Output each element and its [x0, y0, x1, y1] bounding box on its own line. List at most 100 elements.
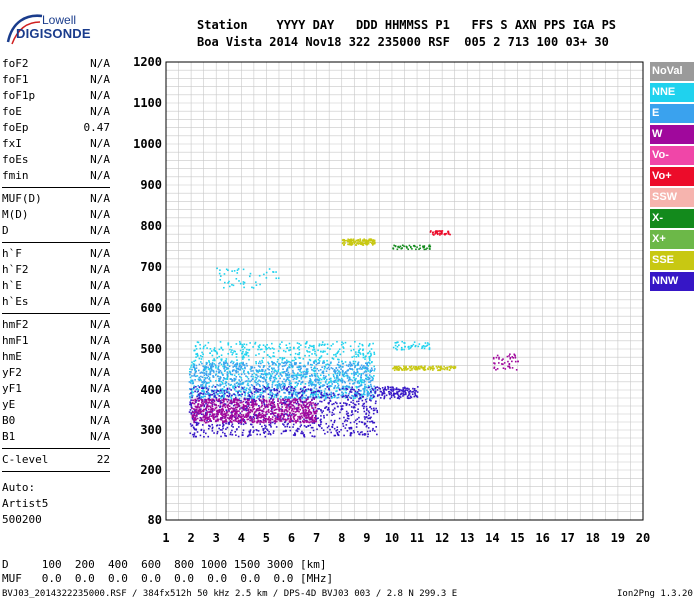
echo-point	[311, 435, 314, 437]
echo-point	[340, 408, 343, 411]
echo-point	[189, 397, 192, 399]
echo-point	[303, 390, 306, 393]
param-row: h`F N/A	[2, 246, 110, 262]
echo-point	[282, 388, 285, 391]
echo-point	[217, 366, 219, 369]
echo-point	[215, 404, 217, 407]
echo-point	[255, 284, 258, 286]
echo-point	[314, 378, 317, 380]
echo-point	[361, 343, 364, 346]
echo-point	[275, 377, 278, 380]
param-name: foF1	[2, 73, 29, 86]
echo-point	[225, 366, 227, 369]
echo-point	[268, 268, 271, 270]
echo-point	[350, 432, 353, 434]
echo-point	[230, 407, 233, 409]
echo-point	[350, 406, 353, 408]
echo-point	[235, 413, 238, 415]
echo-point	[366, 394, 369, 396]
echo-point	[301, 381, 304, 384]
echo-point	[447, 232, 450, 234]
echo-point	[401, 348, 403, 351]
echo-point	[197, 388, 200, 391]
echo-point	[289, 415, 292, 417]
echo-point	[202, 389, 204, 391]
echo-point	[239, 412, 242, 414]
echo-point	[369, 359, 371, 362]
echo-point	[418, 365, 420, 368]
echo-point	[254, 341, 257, 344]
echo-point	[314, 379, 316, 381]
echo-point	[274, 374, 277, 377]
echo-point	[352, 238, 355, 241]
echo-point	[200, 385, 202, 387]
echo-point	[254, 402, 257, 404]
echo-point	[361, 421, 364, 424]
echo-point	[297, 410, 299, 412]
echo-point	[276, 372, 279, 374]
echo-point	[299, 425, 302, 428]
echo-point	[341, 366, 343, 368]
echo-point	[243, 409, 246, 411]
echo-point	[194, 410, 196, 412]
echo-point	[283, 386, 286, 388]
echo-point	[199, 361, 202, 363]
echo-point	[350, 401, 352, 403]
echo-point	[319, 368, 322, 371]
echo-point	[361, 396, 364, 398]
echo-point	[370, 367, 373, 370]
echo-point	[315, 354, 318, 357]
param-row: foEs N/A	[2, 152, 110, 168]
param-row: h`E N/A	[2, 278, 110, 294]
echo-point	[342, 346, 344, 348]
echo-point	[286, 389, 289, 392]
echo-point	[337, 396, 340, 399]
echo-point	[315, 412, 317, 415]
echo-point	[247, 414, 250, 417]
echo-point	[298, 410, 300, 413]
echo-point	[250, 423, 253, 426]
echo-point	[227, 399, 230, 401]
echo-point	[252, 287, 255, 289]
echo-point	[369, 390, 372, 393]
echo-point	[221, 408, 224, 410]
echo-point	[308, 405, 310, 408]
echo-point	[270, 401, 273, 403]
echo-point	[207, 421, 210, 423]
echo-point	[219, 402, 222, 404]
echo-point	[342, 342, 345, 345]
echo-point	[288, 365, 290, 368]
echo-point	[283, 362, 286, 364]
echo-point	[222, 403, 225, 406]
echo-point	[304, 365, 307, 368]
echo-point	[205, 407, 208, 409]
echo-point	[267, 393, 270, 396]
echo-point	[359, 393, 362, 396]
echo-point	[310, 392, 313, 394]
echo-point	[196, 417, 199, 420]
echo-point	[361, 405, 364, 407]
echo-point	[324, 350, 326, 353]
echo-point	[407, 367, 409, 370]
echo-point	[358, 373, 360, 375]
echo-point	[408, 348, 410, 350]
echo-point	[336, 340, 338, 343]
echo-point	[353, 239, 355, 242]
echo-point	[503, 362, 506, 364]
echo-point	[226, 406, 229, 409]
echo-point	[300, 383, 302, 385]
echo-point	[289, 403, 292, 405]
echo-point	[254, 381, 257, 384]
echo-point	[266, 413, 268, 415]
echo-point	[231, 433, 233, 436]
echo-point	[335, 381, 338, 383]
echo-point	[229, 384, 231, 387]
echo-point	[189, 368, 191, 370]
echo-point	[203, 404, 206, 407]
echo-point	[401, 244, 404, 247]
echo-point	[446, 368, 448, 371]
echo-point	[190, 412, 193, 414]
echo-point	[249, 386, 251, 389]
echo-point	[211, 403, 214, 406]
echo-point	[288, 391, 290, 394]
